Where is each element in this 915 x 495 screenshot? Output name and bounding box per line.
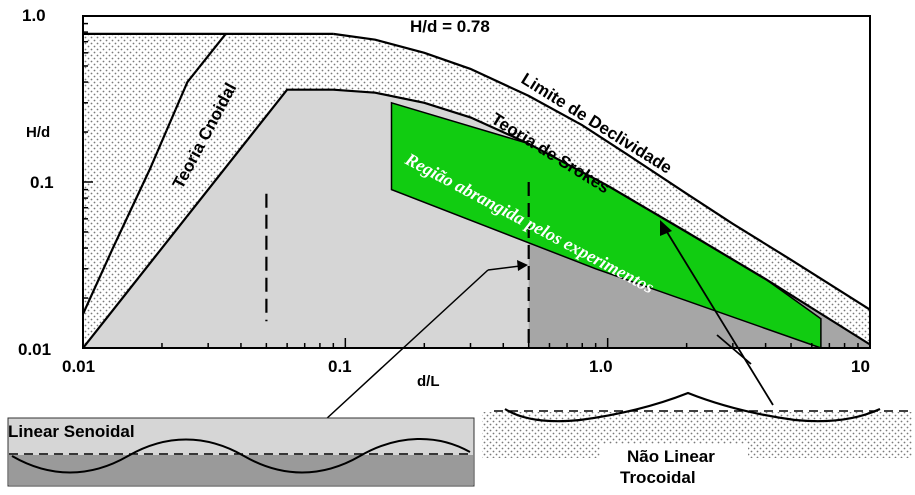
y-tick-label: 0.1 <box>30 173 54 192</box>
y-tick-label: 0.01 <box>18 340 51 359</box>
x-tick-label: 1.0 <box>589 357 613 376</box>
trochoidal-label: Trocoidal <box>620 468 696 487</box>
trochoidal-pointer <box>666 231 774 406</box>
nonlinear-label: Não Linear <box>627 447 715 466</box>
y-axis-title: H/d <box>26 124 50 141</box>
arrow-to-boundary <box>487 265 521 271</box>
trochoidal-wave <box>504 391 881 423</box>
x-tick-label: 10 <box>851 357 870 376</box>
steepness-band <box>83 33 870 348</box>
sinusoidal-wave <box>11 437 471 474</box>
linear-sinusoidal-label: Linear Senoidal <box>8 422 135 441</box>
x-tick-label: 0.1 <box>328 357 352 376</box>
breaking-limit-label: H/d = 0.78 <box>410 17 490 36</box>
nonlinear-trochoidal-inset: Não Linear Trocoidal <box>482 391 912 487</box>
inset-water <box>9 455 473 485</box>
cnoidal-curve <box>83 88 870 348</box>
linear-sinusoidal-inset: Linear Senoidal <box>7 417 475 487</box>
x-tick-label: 0.01 <box>62 357 95 376</box>
label-backdrop <box>600 444 748 486</box>
linear-inset-pointer <box>311 269 489 433</box>
arrow-head <box>660 220 672 236</box>
x-axis-title: d/L <box>417 373 440 390</box>
arrow-head <box>517 260 528 271</box>
trochoidal-pointer <box>716 334 752 365</box>
steepness-limit-curve <box>333 32 870 311</box>
left-boundary-curve <box>83 33 227 315</box>
y-tick-label: 1.0 <box>22 6 46 25</box>
